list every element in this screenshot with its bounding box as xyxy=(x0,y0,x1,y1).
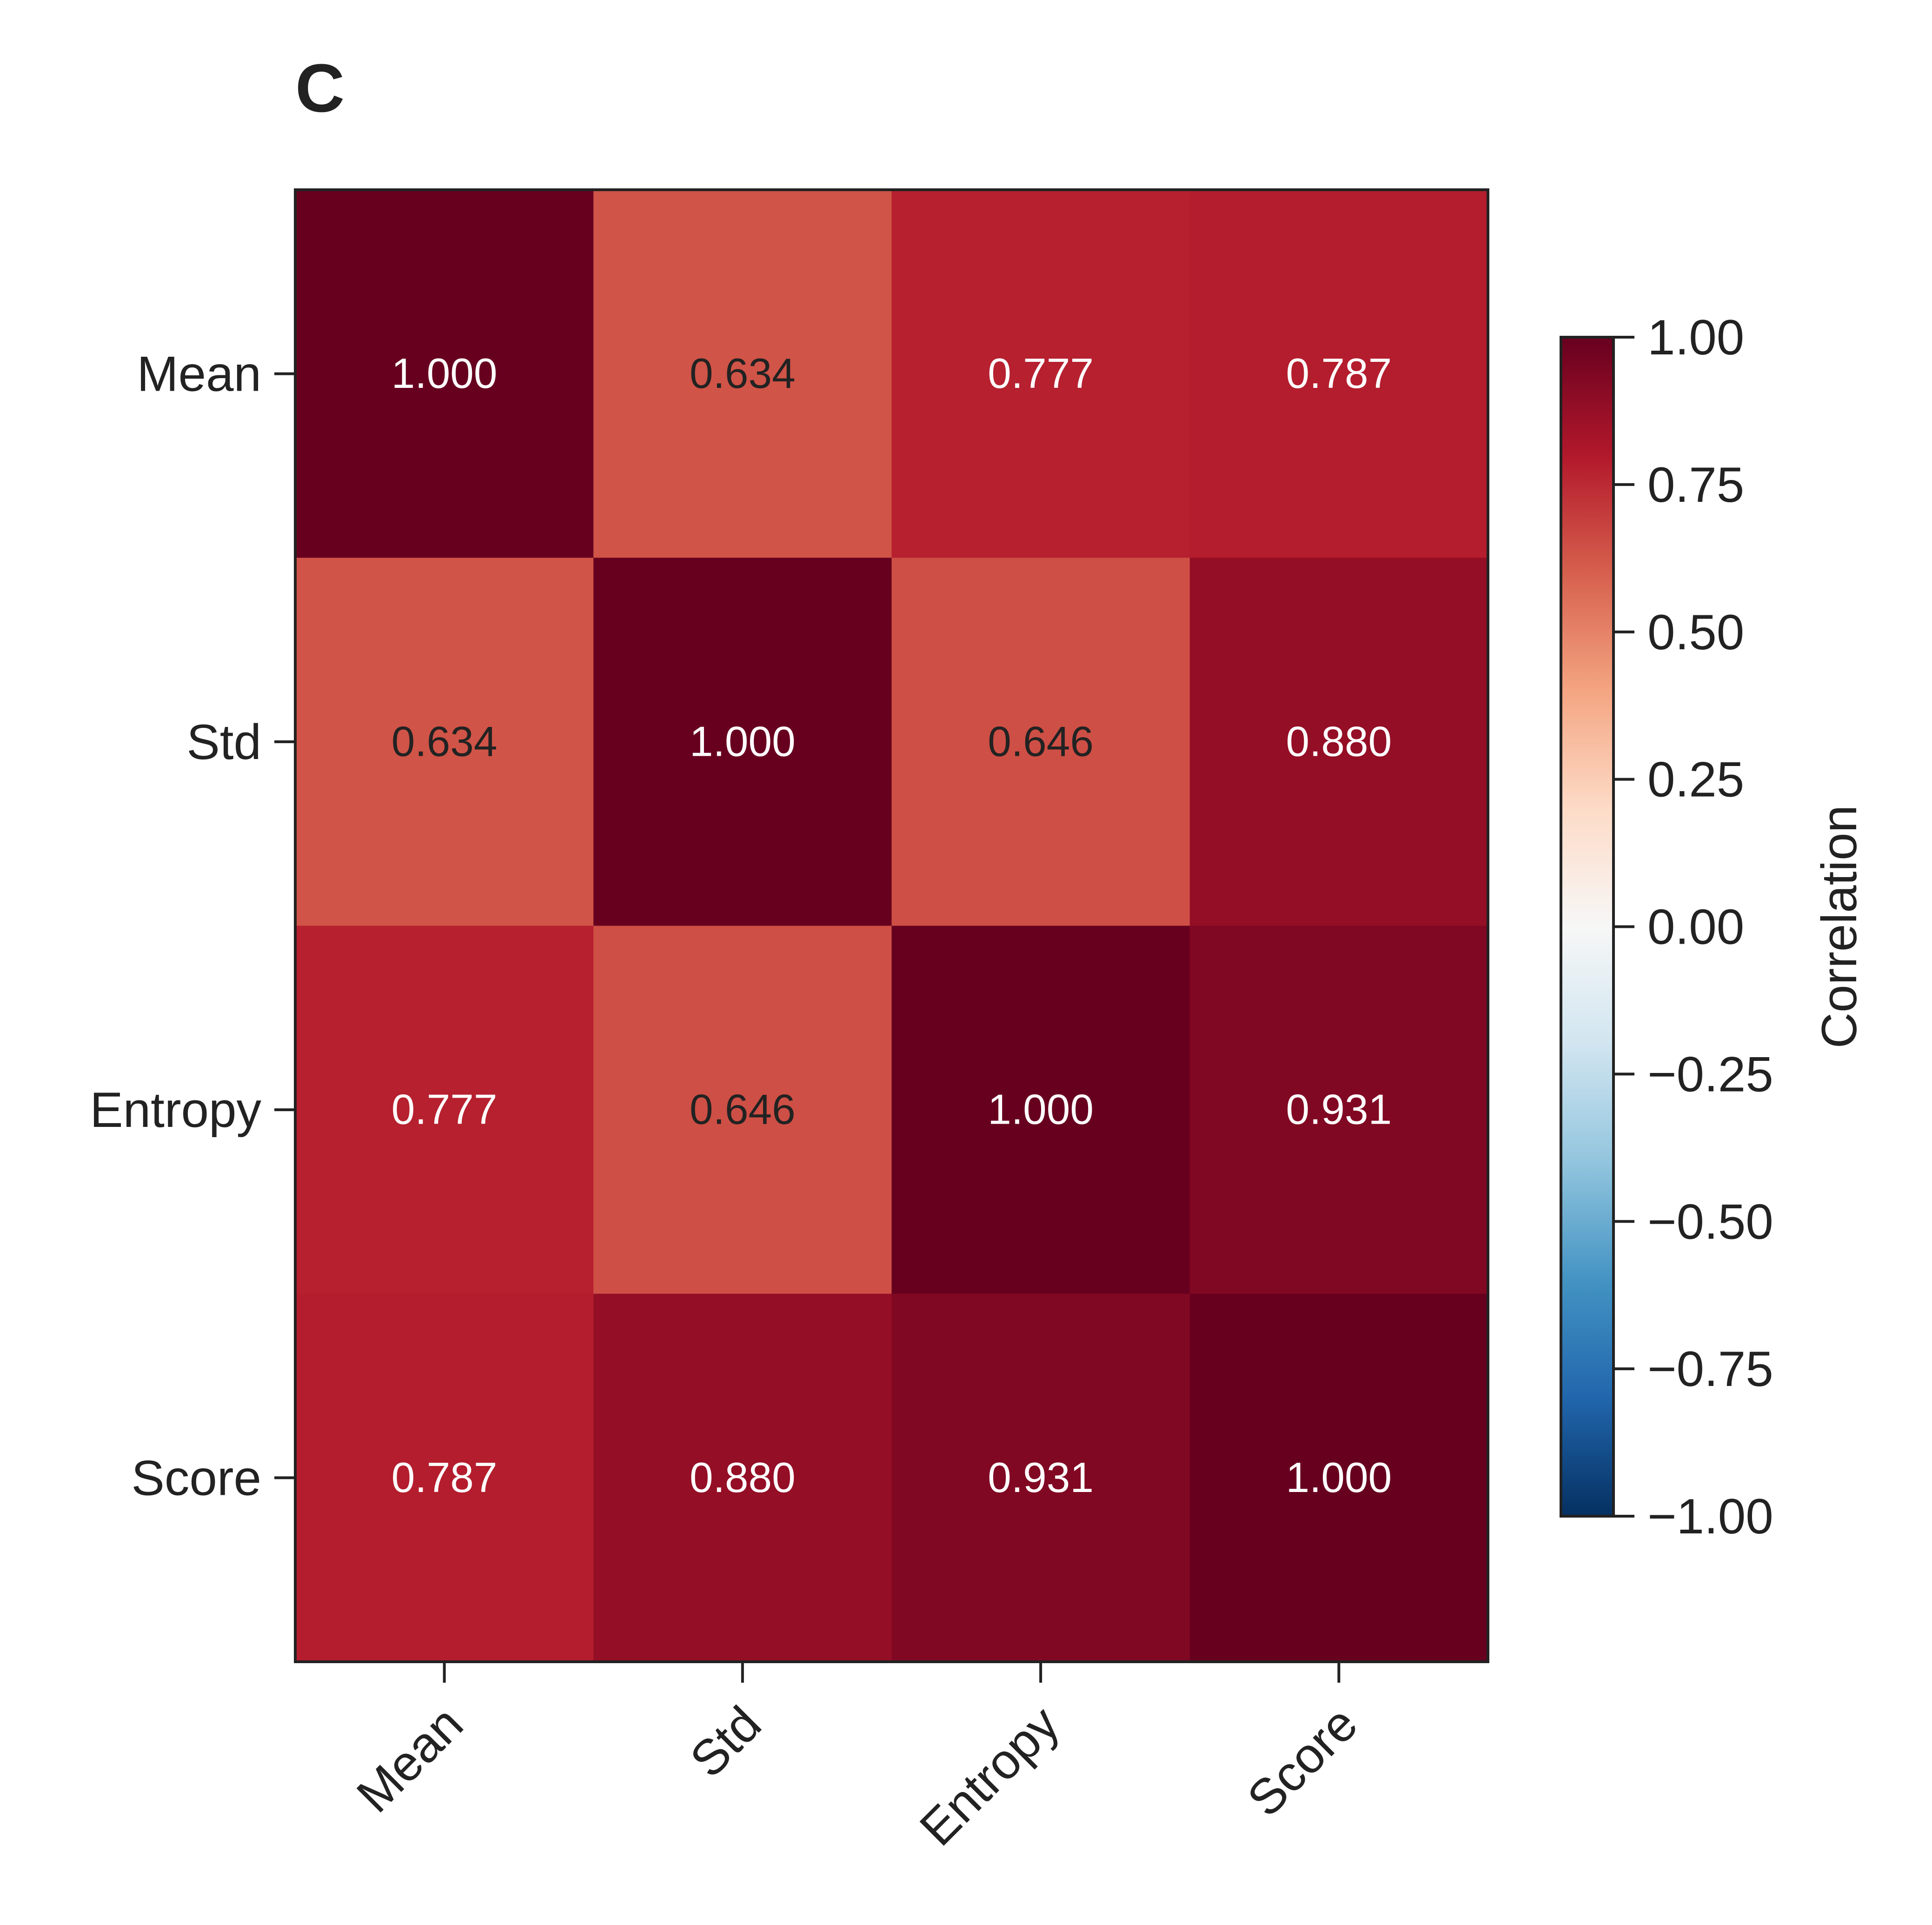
plot-frame xyxy=(294,188,1489,1663)
heatmap-cell-score-score xyxy=(1189,1293,1488,1662)
cell-value-label: 1.000 xyxy=(988,1086,1094,1133)
colorbar-tick-label: −0.50 xyxy=(1647,1193,1773,1249)
heatmap-cell-entropy-entropy xyxy=(891,926,1190,1294)
heatmap-cell-score-std xyxy=(593,1293,892,1662)
cell-value-label: 1.000 xyxy=(392,350,498,397)
colorbar-tick-label: 1.00 xyxy=(1647,309,1744,365)
x-axis: Mean Std Entropy Score xyxy=(346,1662,1368,1856)
cell-value-label: 0.634 xyxy=(690,350,796,397)
heatmap-cell-score-entropy xyxy=(891,1293,1190,1662)
panel-label: C xyxy=(295,50,345,127)
cell-value-label: 0.777 xyxy=(392,1086,498,1133)
heatmap-cell-entropy-score xyxy=(1189,926,1488,1294)
heatmap-cell-std-score xyxy=(1189,558,1488,926)
colorbar-tick-label: 0.50 xyxy=(1647,604,1744,660)
cell-value-label: 0.880 xyxy=(1286,718,1392,765)
colorbar-gradient xyxy=(1561,337,1613,1516)
cell-value-label: 0.646 xyxy=(988,718,1094,765)
cell-value-label: 1.000 xyxy=(1286,1454,1392,1501)
cell-value-label: 0.880 xyxy=(690,1454,796,1501)
y-tick-label: Mean xyxy=(137,346,261,402)
cell-value-label: 0.787 xyxy=(1286,350,1392,397)
cell-value-label: 0.777 xyxy=(988,350,1094,397)
colorbar-tick-label: 0.75 xyxy=(1647,457,1744,513)
y-tick-label: Score xyxy=(131,1450,261,1505)
colorbar-tick-label: −1.00 xyxy=(1647,1488,1773,1544)
heatmap-cell-mean-score xyxy=(1189,190,1488,558)
x-tick-label: Score xyxy=(1236,1696,1368,1827)
cell-value-label: 0.931 xyxy=(1286,1086,1392,1133)
heatmap-cell-std-std xyxy=(593,558,892,926)
colorbar-ticks: 1.00 0.75 0.50 0.25 0.00 −0.25 −0.50 −0.75 −1.00 xyxy=(1613,309,1773,1544)
cell-value-label: 0.931 xyxy=(988,1454,1094,1501)
heatmap-cell-std-entropy xyxy=(891,558,1190,926)
cell-value-label: 0.787 xyxy=(392,1454,498,1501)
heatmap-cell-entropy-mean xyxy=(295,926,594,1294)
y-tick-label: Entropy xyxy=(90,1082,261,1138)
cell-value-label: 1.000 xyxy=(690,718,796,765)
x-tick-label: Entropy xyxy=(909,1695,1070,1856)
colorbar-label: Correlation xyxy=(1811,805,1867,1048)
y-tick-label: Std xyxy=(186,714,261,770)
heatmap-cells xyxy=(295,190,1488,1662)
colorbar-tick-label: 0.00 xyxy=(1647,899,1744,955)
heatmap-cell-mean-mean xyxy=(295,190,594,558)
heatmap-cell-mean-entropy xyxy=(891,190,1190,558)
x-tick-label: Mean xyxy=(346,1696,473,1823)
heatmap-value-labels: 1.000 0.634 0.777 0.787 0.634 1.000 0.646 0.880… xyxy=(392,350,1392,1501)
colorbar: 1.00 0.75 0.50 0.25 0.00 −0.25 −0.50 −0.75 −1.00… xyxy=(1560,309,1867,1544)
x-tick-label: Std xyxy=(679,1696,771,1788)
heatmap-cell-std-mean xyxy=(295,558,594,926)
y-axis: Mean Std Entropy Score xyxy=(90,346,295,1505)
colorbar-tick-label: −0.75 xyxy=(1647,1341,1773,1397)
colorbar-tick-label: 0.25 xyxy=(1647,752,1744,807)
colorbar-tick-label: −0.25 xyxy=(1647,1046,1773,1102)
heatmap-cell-entropy-std xyxy=(593,926,892,1294)
heatmap-cell-mean-std xyxy=(593,190,892,558)
cell-value-label: 0.646 xyxy=(690,1086,796,1133)
heatmap-cell-score-mean xyxy=(295,1293,594,1662)
cell-value-label: 0.634 xyxy=(392,718,498,765)
